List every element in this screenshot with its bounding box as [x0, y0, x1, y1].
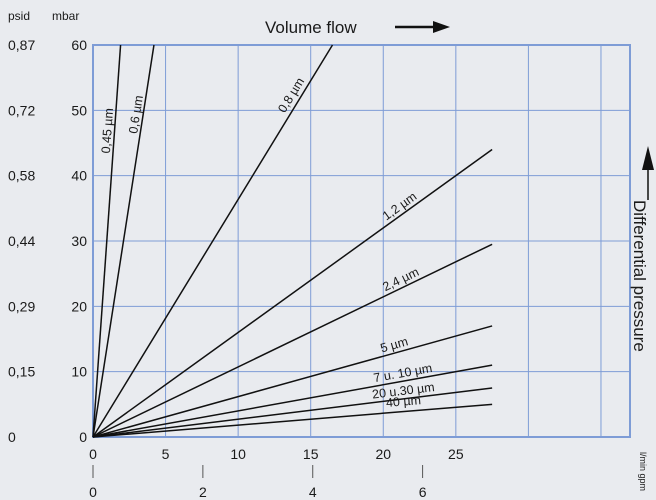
series-line — [92, 44, 122, 438]
grid-lines — [92, 44, 631, 438]
series-line — [92, 243, 493, 438]
series-labels: 0,45 µm 0,6 µm 0,8 µm1,2 µm2,4 µm5 µm7 u. … — [99, 75, 435, 410]
y-tick-psid: 0,15 — [8, 364, 35, 380]
series-line — [92, 325, 493, 438]
x-tick: 5 — [162, 446, 170, 462]
x-tick: 20 — [375, 446, 391, 462]
series-lines — [92, 44, 493, 438]
y-axis-title: Differential pressure — [630, 200, 649, 352]
y-tick-psid: 0,44 — [8, 233, 35, 249]
y-tick-psid: 0 — [8, 429, 16, 445]
x-tick: 10 — [230, 446, 246, 462]
x-secondary-tick: 2 — [199, 484, 207, 500]
series-line — [92, 364, 493, 438]
y-tick-psid: 0,72 — [8, 102, 35, 118]
y-tick-mbar: 30 — [71, 233, 87, 249]
y-tick-mbar: 50 — [71, 102, 87, 118]
x-axis-arrow — [395, 21, 450, 33]
series-line — [92, 403, 493, 438]
y-tick-mbar: 60 — [71, 37, 87, 53]
y-tick-psid: 0,87 — [8, 37, 35, 53]
y-axis-arrow — [642, 146, 654, 200]
series-line — [92, 387, 493, 438]
series-label: 40 µm — [385, 393, 421, 410]
series-label: 2,4 µm — [380, 265, 421, 294]
x-tick: 0 — [89, 446, 97, 462]
series-line — [92, 44, 334, 438]
y-tick-mbar: 40 — [71, 168, 87, 184]
x-axis-title: Volume flow — [265, 18, 357, 37]
y-tick-psid: 0,58 — [8, 168, 35, 184]
x-tick: 15 — [303, 446, 319, 462]
y-tick-mbar: 10 — [71, 364, 87, 380]
y-tick-mbar: 0 — [79, 429, 87, 445]
y-tick-mbar: 20 — [71, 298, 87, 314]
y-unit-psid: psid — [8, 9, 30, 23]
x-secondary-tick: 6 — [419, 484, 427, 500]
series-line — [92, 44, 155, 438]
x-secondary-tick: 4 — [309, 484, 317, 500]
x-secondary-unit: l/min gpm — [638, 452, 648, 491]
series-label: 0,6 µm — [126, 94, 146, 134]
y-tick-psid: 0,29 — [8, 298, 35, 314]
y-unit-mbar: mbar — [52, 9, 79, 23]
series-label: 0,45 µm — [99, 108, 116, 154]
series-line — [92, 148, 493, 438]
x-secondary-tick: 0 — [89, 484, 97, 500]
x-tick: 25 — [448, 446, 464, 462]
